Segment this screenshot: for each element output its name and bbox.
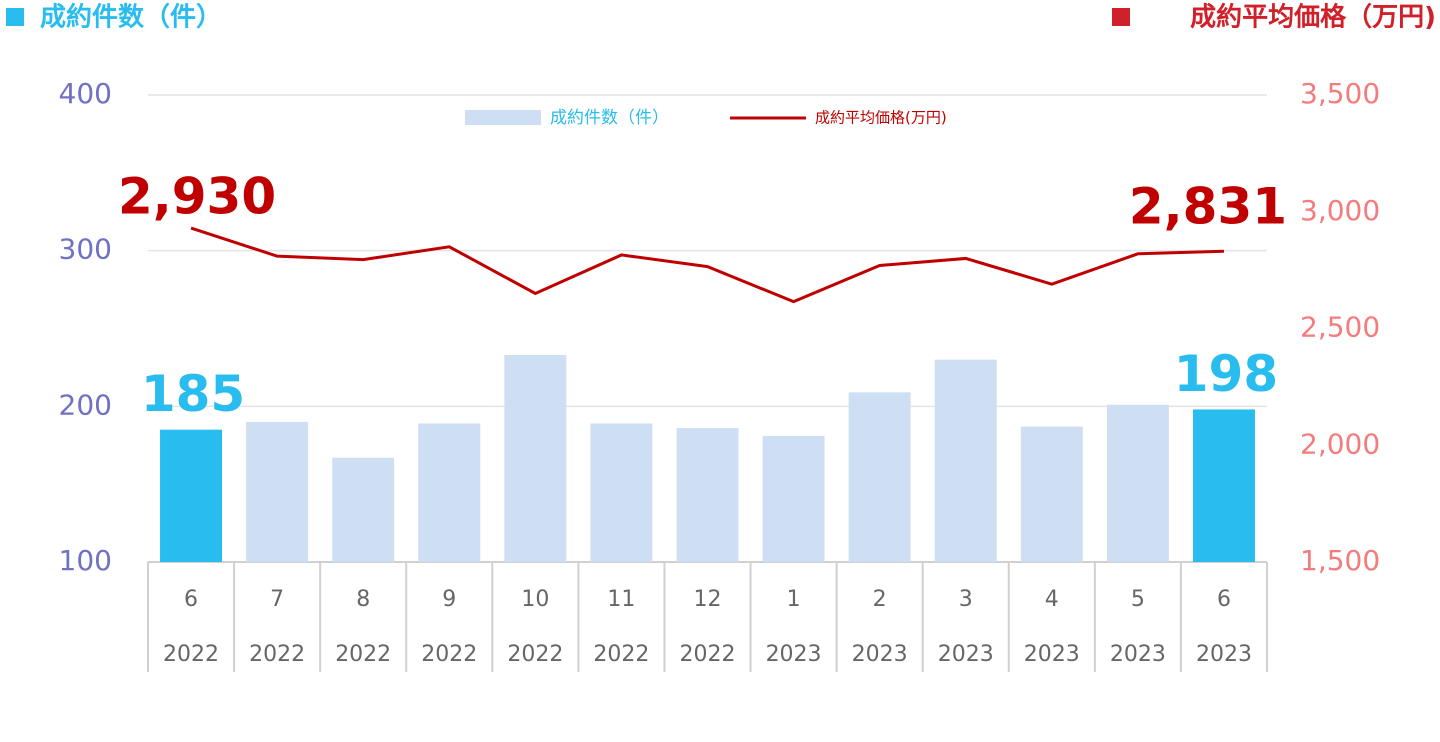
- x-group-label: 2022: [421, 642, 477, 667]
- header-marker: [6, 8, 24, 26]
- legend-label: 成約件数（件）: [550, 108, 669, 128]
- line: [190, 226, 1225, 304]
- x-group-label: 2023: [1110, 642, 1166, 667]
- y2-tick-label: 1,500: [1300, 544, 1380, 577]
- data-label: 2,930: [118, 168, 276, 226]
- header-marker: [1112, 8, 1130, 26]
- left-header: 成約件数（件）: [40, 2, 222, 33]
- bar: [1192, 409, 1255, 562]
- x-group-label: 2023: [1196, 642, 1252, 667]
- x-tick-label: 10: [521, 587, 549, 612]
- bar: [934, 359, 997, 562]
- x-tick-label: 9: [442, 587, 456, 612]
- x-tick-label: 2: [873, 587, 887, 612]
- x-tick-label: 3: [959, 587, 973, 612]
- legend-swatch: [465, 110, 541, 125]
- bar: [332, 457, 395, 562]
- data-label: 198: [1174, 345, 1278, 403]
- x-group-label: 2023: [766, 642, 822, 667]
- x-tick-label: 7: [270, 587, 284, 612]
- y-tick-label: 300: [59, 233, 112, 266]
- bar: [590, 423, 653, 562]
- bar: [160, 429, 223, 562]
- x-group-label: 2023: [938, 642, 994, 667]
- x-group-label: 2022: [335, 642, 391, 667]
- y-tick-label: 400: [59, 77, 112, 110]
- x-group-label: 2022: [680, 642, 736, 667]
- x-tick-label: 12: [694, 587, 722, 612]
- bar: [676, 428, 739, 562]
- legend-label: 成約平均価格(万円): [815, 109, 947, 127]
- x-tick-label: 6: [1217, 587, 1231, 612]
- bar: [418, 423, 481, 562]
- x-group-label: 2022: [249, 642, 305, 667]
- x-tick-label: 5: [1131, 587, 1145, 612]
- x-tick-label: 4: [1045, 587, 1059, 612]
- x-tick-label: 6: [184, 587, 198, 612]
- bar: [1106, 404, 1169, 562]
- data-label: 2,831: [1129, 178, 1287, 236]
- bar: [1020, 426, 1083, 562]
- x-group-label: 2022: [593, 642, 649, 667]
- y-tick-label: 100: [59, 544, 112, 577]
- x-tick-label: 8: [356, 587, 370, 612]
- y2-tick-label: 3,500: [1300, 77, 1380, 110]
- x-group-label: 2023: [1024, 642, 1080, 667]
- bar: [504, 354, 567, 562]
- x-tick-label: 11: [607, 587, 635, 612]
- right-header: 成約平均価格（万円): [1190, 2, 1436, 33]
- bar: [246, 421, 309, 562]
- x-group-label: 2023: [852, 642, 908, 667]
- bar: [762, 435, 825, 562]
- x-group-label: 2022: [507, 642, 563, 667]
- x-group-label: 2022: [163, 642, 219, 667]
- bar: [848, 392, 911, 562]
- data-label: 185: [141, 365, 245, 423]
- x-tick-label: 1: [787, 587, 801, 612]
- y-tick-label: 200: [59, 388, 112, 421]
- y2-tick-label: 3,000: [1300, 194, 1380, 227]
- y2-tick-label: 2,000: [1300, 427, 1380, 460]
- y2-tick-label: 2,500: [1300, 311, 1380, 344]
